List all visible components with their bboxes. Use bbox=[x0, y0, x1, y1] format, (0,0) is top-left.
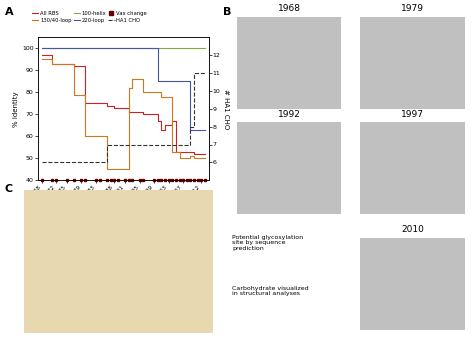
Text: Potential glycosylation
site by sequence
prediction: Potential glycosylation site by sequence… bbox=[232, 235, 303, 251]
Y-axis label: % identity: % identity bbox=[13, 91, 19, 126]
Legend: All RBS, 130/40-loop, 100-helix, 220-loop, Vax change, HA1 CHO: All RBS, 130/40-loop, 100-helix, 220-loo… bbox=[32, 11, 147, 23]
Y-axis label: # HA1 CHO: # HA1 CHO bbox=[223, 89, 229, 129]
Text: 1997: 1997 bbox=[401, 110, 424, 119]
Text: B: B bbox=[223, 7, 231, 17]
Text: 1979: 1979 bbox=[401, 4, 424, 13]
Text: Carbohydrate visualized
in structural analyses: Carbohydrate visualized in structural an… bbox=[232, 286, 309, 296]
Text: A: A bbox=[5, 7, 13, 17]
Text: 1992: 1992 bbox=[278, 110, 301, 119]
Text: C: C bbox=[5, 184, 13, 193]
Text: 1968: 1968 bbox=[278, 4, 301, 13]
Text: 2010: 2010 bbox=[401, 225, 424, 234]
